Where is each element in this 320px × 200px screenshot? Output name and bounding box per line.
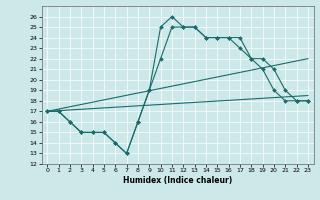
X-axis label: Humidex (Indice chaleur): Humidex (Indice chaleur) (123, 176, 232, 185)
